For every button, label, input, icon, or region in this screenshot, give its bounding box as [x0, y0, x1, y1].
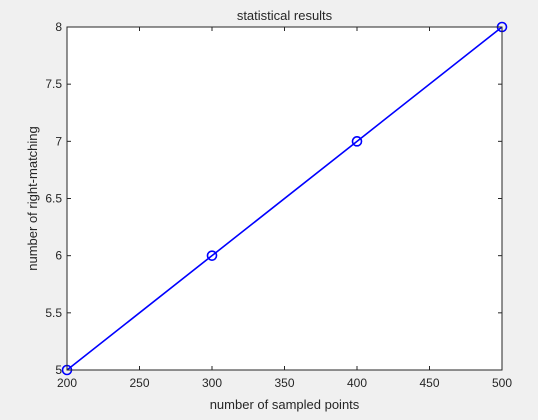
data-point-marker	[351, 136, 363, 147]
y-tick-label: 6.5	[45, 192, 62, 206]
x-tick-label: 450	[419, 376, 439, 390]
chart-title: statistical results	[237, 8, 333, 23]
y-tick-label: 6	[55, 249, 62, 263]
y-tick-label: 8	[55, 20, 62, 34]
y-axis-label: number of right-matching	[25, 126, 40, 271]
x-tick-label: 250	[129, 376, 149, 390]
x-tick-label: 400	[347, 376, 367, 390]
series-line	[66, 26, 503, 371]
y-tick-label: 5	[55, 363, 62, 377]
x-tick-label: 350	[274, 376, 294, 390]
x-tick-label: 500	[492, 376, 512, 390]
y-tick-label: 7	[55, 134, 62, 148]
x-axis-label: number of sampled points	[210, 397, 360, 412]
data-point-marker	[206, 250, 218, 261]
x-tick-label: 300	[202, 376, 222, 390]
plot-frame	[66, 26, 503, 371]
x-tick-label: 200	[57, 376, 77, 390]
y-tick-label: 7.5	[45, 77, 62, 91]
y-tick-label: 5.5	[45, 306, 62, 320]
